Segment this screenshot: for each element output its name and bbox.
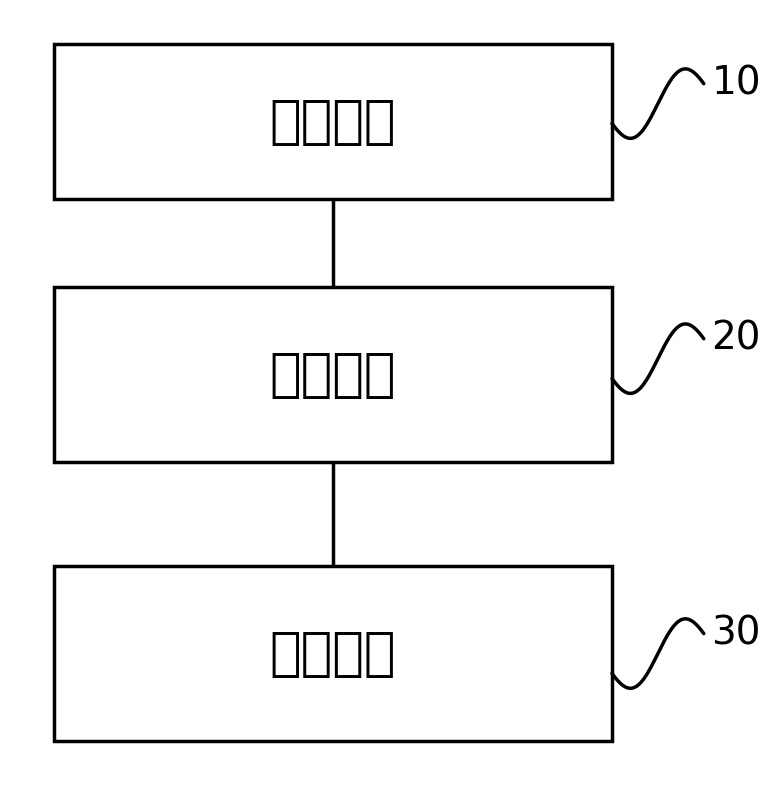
Text: 获取模块: 获取模块 (269, 96, 396, 147)
Text: 30: 30 (711, 614, 761, 653)
FancyBboxPatch shape (54, 566, 612, 741)
Text: 10: 10 (711, 65, 761, 103)
FancyBboxPatch shape (54, 44, 612, 199)
Text: 20: 20 (711, 320, 761, 358)
Text: 控制模块: 控制模块 (269, 627, 396, 680)
Text: 计算模块: 计算模块 (269, 348, 396, 401)
FancyBboxPatch shape (54, 287, 612, 462)
